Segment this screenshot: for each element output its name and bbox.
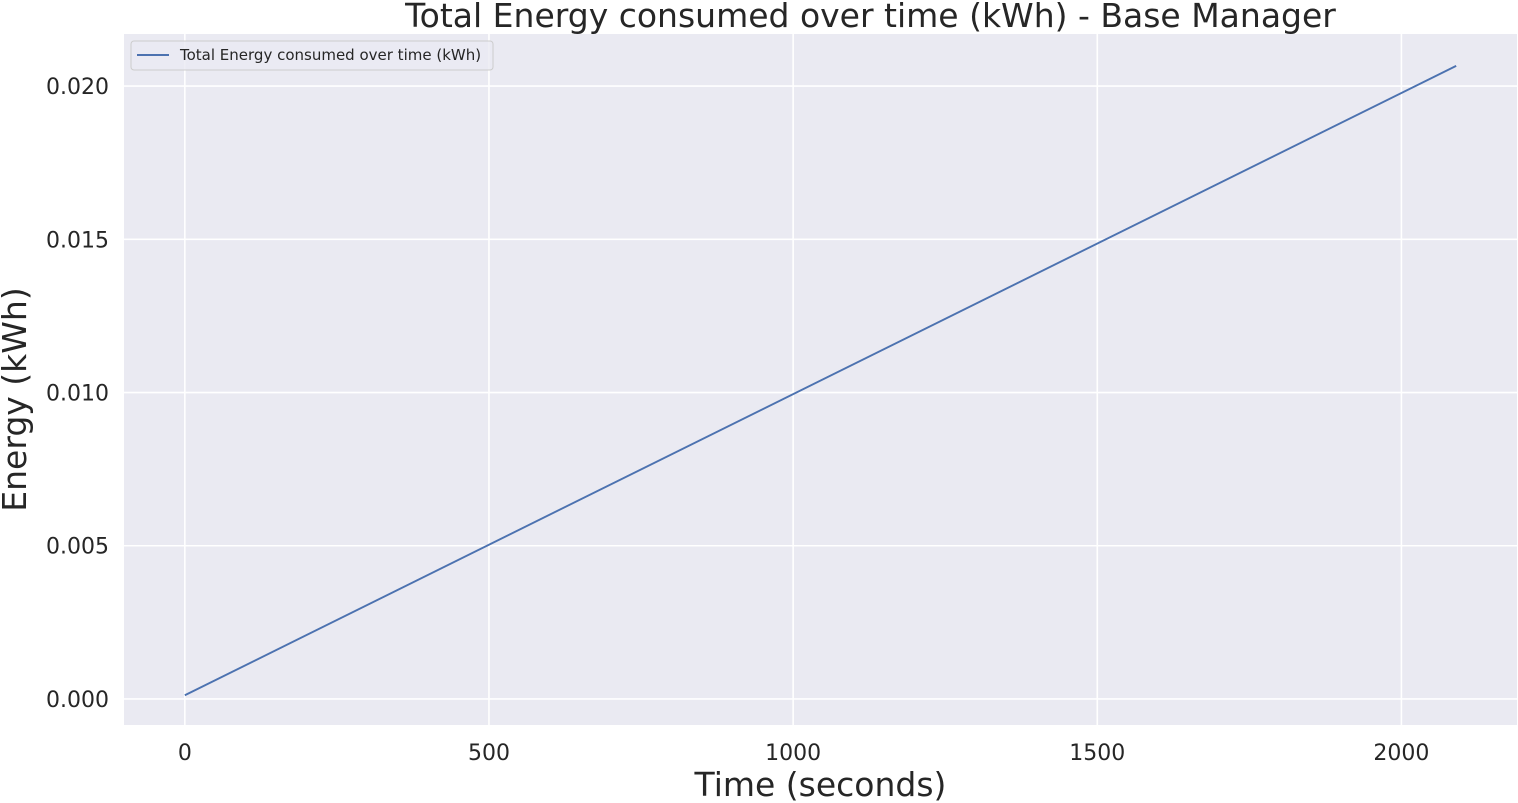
legend-label: Total Energy consumed over time (kWh) [179, 46, 481, 64]
x-tick-label: 0 [178, 741, 192, 766]
y-axis-title: Energy (kWh) [0, 287, 34, 511]
y-tick-label: 0.015 [46, 228, 109, 253]
x-tick-label: 1500 [1069, 741, 1125, 766]
series-layer [184, 65, 1457, 697]
y-tick-label: 0.000 [46, 688, 109, 713]
y-tick-label: 0.010 [46, 382, 109, 407]
chart-title: Total Energy consumed over time (kWh) - … [404, 0, 1336, 35]
x-tick-label: 1000 [765, 741, 821, 766]
x-axis-title: Time (seconds) [694, 765, 947, 803]
y-tick-label: 0.020 [46, 75, 109, 100]
x-tick-label: 2000 [1373, 741, 1429, 766]
legend: Total Energy consumed over time (kWh) [130, 40, 494, 71]
tick-labels: 0 500 1000 1500 2000 0.000 0.005 0.010 0.015 0.02… [46, 75, 1429, 766]
series-line-0 [184, 65, 1457, 697]
legend-box [130, 40, 494, 71]
x-tick-label: 500 [468, 741, 510, 766]
y-tick-label: 0.005 [46, 535, 109, 560]
grid-lines [124, 34, 1517, 725]
